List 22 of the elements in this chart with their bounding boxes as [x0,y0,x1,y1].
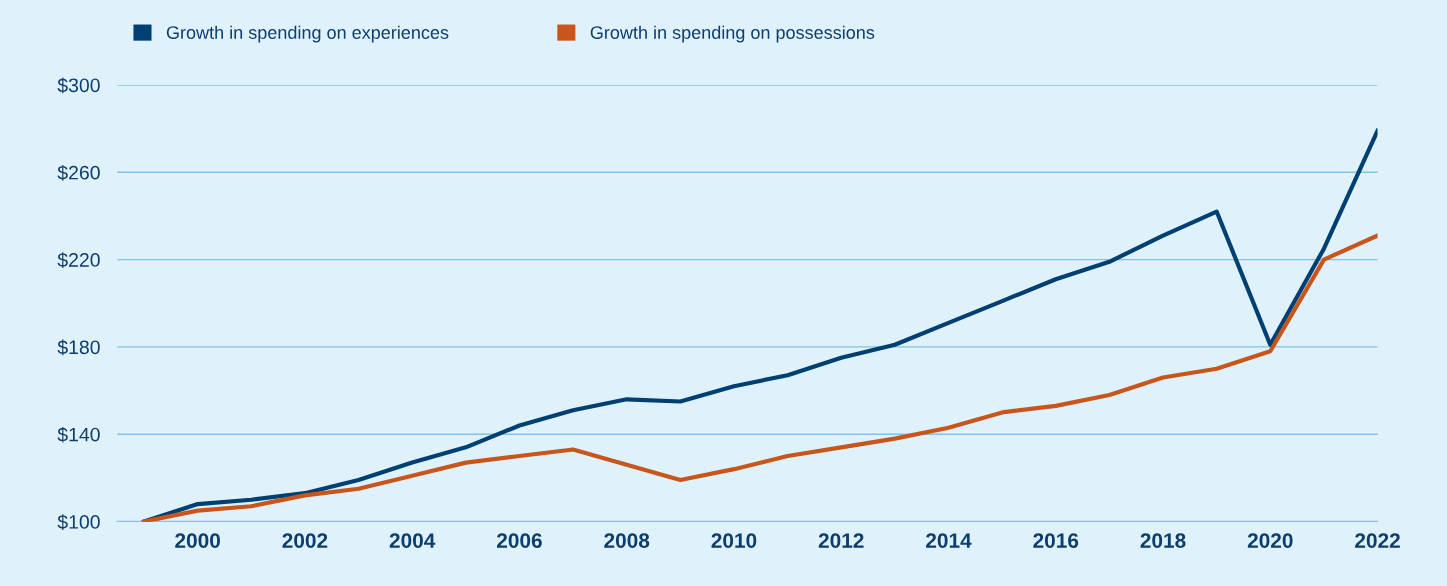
x-tick-label: 2008 [604,533,650,548]
x-tick-label: 2020 [1247,533,1293,548]
legend-label: Growth in spending on experiences [166,25,449,43]
x-tick-label: 2004 [389,533,436,548]
y-tick-label: $140 [57,426,100,443]
x-tick-label: 2014 [926,533,972,548]
x-tick-label: 2002 [282,533,328,548]
y-tick-label: $300 [57,77,100,94]
x-tick-label: 2010 [711,533,757,548]
y-tick-label: $180 [57,339,100,356]
x-tick-label: 2016 [1033,533,1079,548]
line-series [141,128,1378,522]
line-series [141,233,1378,522]
x-tick-label: 2022 [1355,533,1400,548]
x-tick-label: 2018 [1140,533,1186,548]
x-tick-label: 2000 [175,533,220,548]
y-tick-label: $100 [57,514,100,530]
x-tick-label: 2012 [818,533,864,548]
y-tick-label: $260 [57,164,100,181]
y-tick-label: $220 [57,252,100,268]
legend-label: Growth in spending on possessions [590,25,875,43]
x-tick-label: 2006 [496,533,542,548]
